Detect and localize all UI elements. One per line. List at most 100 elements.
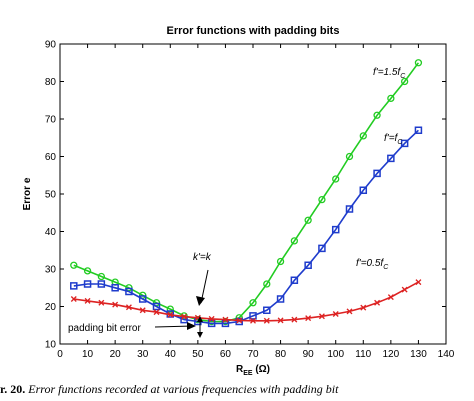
data-point-circle (318, 195, 326, 204)
data-point-square (83, 280, 92, 288)
series-label-1: f'=1.5fC (373, 67, 406, 80)
figure-caption-label: r. 20. (0, 382, 26, 396)
x-tick-label: 120 (383, 349, 400, 360)
data-point-x-stroke (263, 317, 270, 324)
y-tick-label: 60 (45, 152, 57, 163)
annotation-kk-text: k'=k (193, 252, 212, 263)
data-point-square (318, 244, 326, 253)
y-tick-label: 30 (45, 265, 57, 276)
x-tick-label: 80 (275, 349, 287, 360)
x-axis-label: REE (Ω) (236, 364, 270, 377)
data-point-x-stroke (305, 315, 312, 322)
data-point-x (181, 313, 188, 320)
data-point-x (401, 286, 408, 293)
data-point-square (207, 319, 216, 328)
series-label-main: f'=1.5f (373, 67, 401, 78)
data-point-x (125, 304, 132, 311)
data-point-circle (263, 280, 271, 288)
data-point-circle (290, 237, 299, 245)
data-point-circle (166, 305, 174, 313)
series-label-3: f'=0.5fC (356, 258, 389, 271)
data-point-x-stroke (415, 279, 422, 286)
data-point-square (331, 225, 340, 234)
data-point-x (387, 294, 394, 301)
data-point-x (415, 279, 422, 286)
chart-title: Error functions with padding bits (167, 25, 340, 37)
data-point-square (387, 154, 395, 163)
data-point-x (208, 315, 215, 322)
y-tick-label: 90 (45, 40, 57, 51)
x-tick-label: 40 (165, 349, 177, 360)
data-point-x-stroke (153, 309, 160, 316)
x-tick-label: 20 (110, 349, 122, 360)
data-point-x-stroke (194, 314, 201, 321)
data-point-circle (373, 111, 381, 119)
y-axis-label: Error e (22, 177, 33, 210)
chart-svg: Error functions with padding bits 0 10 20 3… (22, 25, 455, 377)
data-point-circle (359, 132, 367, 140)
data-point-circle (345, 152, 354, 161)
data-point-x (153, 309, 160, 316)
series-label-main: f'=0.5f (356, 258, 384, 269)
data-point-circle (249, 299, 257, 307)
data-point-x-stroke (181, 313, 188, 320)
data-point-circle (332, 175, 340, 183)
series-label-main: f'=f (384, 133, 399, 144)
y-tick-label: 20 (45, 302, 57, 313)
data-point-circle (400, 77, 409, 86)
y-tick-label: 70 (45, 115, 57, 126)
series-label-sub: C (397, 139, 403, 146)
data-point-x (305, 315, 312, 322)
data-point-x (374, 299, 381, 306)
data-point-x-stroke (291, 316, 298, 323)
data-point-x-stroke (318, 313, 325, 320)
data-point-x (263, 317, 270, 324)
x-tick-label: 30 (137, 349, 149, 360)
data-point-x (112, 301, 119, 308)
annotation-padding-text: padding bit error (68, 323, 141, 334)
data-point-square (138, 295, 147, 303)
data-point-x-stroke (167, 311, 174, 318)
series-group (70, 59, 423, 328)
series-3 (70, 279, 422, 324)
x-axis-label-unit: (Ω) (253, 364, 270, 375)
data-point-x-stroke (250, 317, 256, 324)
data-point-x-stroke (346, 308, 353, 315)
annotation-padding-bracket-bottom (197, 332, 203, 338)
data-point-x (277, 317, 284, 324)
data-point-x (70, 296, 77, 302)
data-point-square (359, 186, 368, 194)
x-axis-label-main: R (236, 364, 244, 375)
data-point-x (236, 317, 243, 324)
data-point-x-stroke (236, 317, 243, 324)
annotation-kk-arrowhead (196, 296, 205, 306)
data-point-x (139, 307, 146, 314)
data-point-x (332, 311, 339, 317)
x-tick-label: 60 (220, 349, 232, 360)
series-label-sub: C (383, 264, 389, 271)
data-point-square (373, 169, 381, 178)
y-tick-label: 50 (45, 190, 57, 201)
data-point-x-stroke (222, 316, 229, 323)
data-point-x (167, 311, 174, 318)
data-point-x (346, 308, 353, 315)
data-point-x-stroke (70, 296, 77, 302)
data-point-x-stroke (374, 299, 381, 306)
figure-caption-text: Error functions recorded at various freq… (28, 382, 339, 396)
data-point-circle (414, 59, 423, 67)
data-point-square (263, 306, 271, 314)
x-axis-label-sub: EE (243, 370, 253, 377)
data-point-square (249, 312, 257, 320)
data-point-square (111, 284, 119, 292)
data-point-square (70, 282, 78, 290)
data-point-circle (387, 94, 395, 103)
data-point-square (235, 317, 243, 326)
data-point-x-stroke (360, 304, 367, 311)
data-point-x-stroke (387, 294, 394, 301)
x-tick-label: 140 (438, 349, 455, 360)
data-point-circle (70, 261, 78, 269)
x-tick-label: 110 (355, 349, 371, 360)
data-point-square (400, 139, 409, 148)
data-point-x (318, 313, 325, 320)
